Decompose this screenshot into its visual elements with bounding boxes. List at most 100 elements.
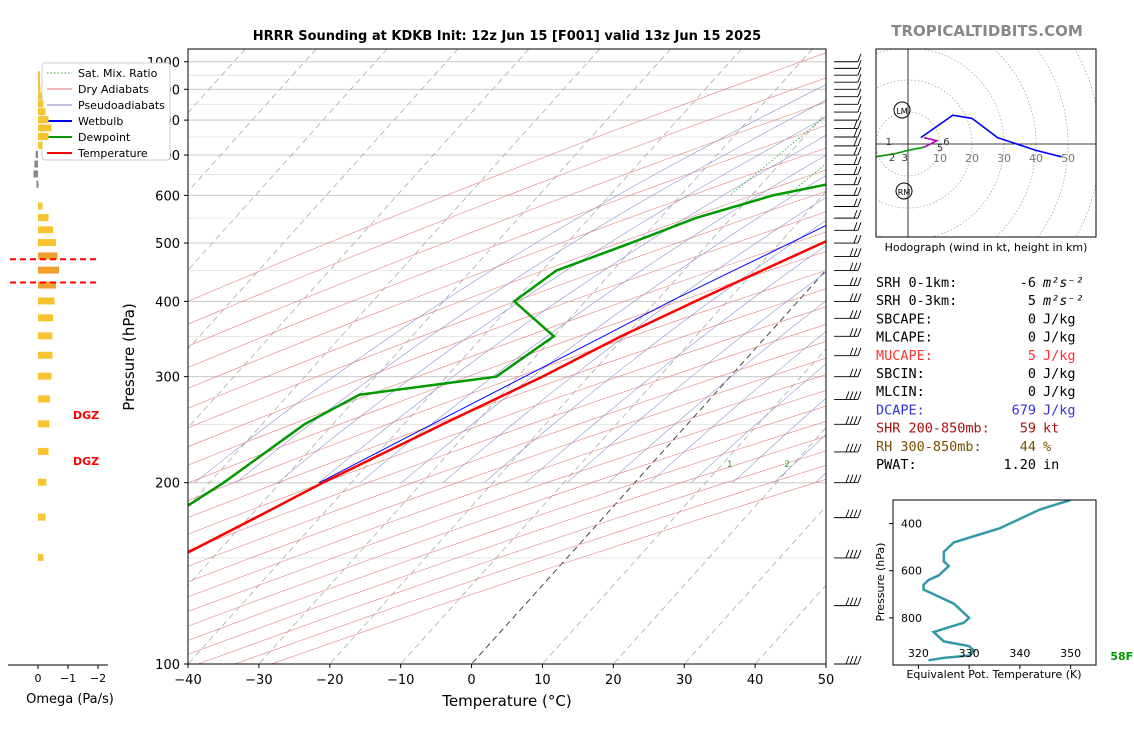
param-value: 44	[1020, 439, 1036, 455]
hodo-height-label: 2	[889, 153, 895, 164]
omega-bar	[38, 71, 40, 79]
x-tick-label: 20	[605, 673, 622, 688]
skewt-plot-area: 1 2 4 6 8 10 13 16 20 24 30 36	[0, 49, 1134, 664]
hodo-frame	[875, 48, 1097, 238]
isotherm-line	[0, 49, 33, 664]
hodo-height-label: 5	[937, 143, 943, 154]
omega-bar	[38, 332, 53, 340]
mixing-ratio-line	[887, 49, 1075, 195]
mixing-ratio-line	[986, 49, 1134, 195]
main-plot-frame	[187, 48, 827, 665]
mixing-ratio-label: 36	[1072, 460, 1084, 470]
mixing-ratio-label: 1	[727, 460, 733, 470]
legend: Sat. Mix. Ratio Dry Adiabats Pseudoadiabat…	[41, 62, 171, 161]
y-tick-label: 500	[155, 237, 180, 252]
dry-adiabat	[197, 450, 826, 664]
param-value: 0	[1028, 366, 1036, 382]
wind-barb	[834, 328, 862, 337]
param-label: PWAT:	[876, 457, 917, 473]
theta-e-line	[922, 500, 1071, 662]
param-unit: m²s⁻²	[1042, 293, 1084, 309]
wind-barb	[834, 655, 862, 665]
omega-bar	[38, 92, 42, 100]
x-tick-label: 10	[534, 673, 551, 688]
temperature-line	[188, 240, 826, 554]
y-axis-label: Pressure (hPa)	[120, 303, 138, 411]
wind-barb	[834, 443, 862, 453]
hodo-ring-label: 50	[1061, 152, 1075, 165]
wind-barb	[834, 73, 862, 83]
legend-label: Dry Adiabats	[78, 83, 149, 96]
theta-e-x-tick-label: 320	[908, 647, 929, 660]
theta-e-x-tick-label: 350	[1060, 647, 1081, 660]
wetbulb-line	[319, 224, 826, 484]
wind-barb	[834, 293, 862, 302]
wind-barb	[834, 146, 862, 156]
wind-barb	[834, 53, 862, 63]
wind-barb	[834, 156, 862, 166]
param-value: 0	[1028, 311, 1036, 327]
wind-barb	[834, 474, 862, 484]
hodo-height-label: 1	[886, 137, 892, 148]
omega-bar	[38, 266, 59, 274]
wind-barb	[834, 509, 862, 519]
param-label: MLCIN:	[876, 384, 925, 400]
hodo-height-label: 3	[902, 153, 908, 164]
mixing-ratio-line	[964, 49, 1134, 195]
theta-e-frame	[892, 499, 1097, 666]
pseudoadiabat	[235, 99, 826, 483]
theta-e-y-label: Pressure (hPa)	[874, 543, 887, 622]
omega-bar	[38, 202, 43, 210]
hodo-trace	[923, 136, 940, 148]
dry-adiabat	[188, 52, 826, 302]
wind-barb	[834, 277, 862, 287]
param-value: 679	[1012, 402, 1036, 418]
mixing-ratio-line	[729, 115, 826, 196]
dry-adiabat	[188, 405, 826, 627]
omega-bar	[38, 420, 50, 428]
hodo-ring-label: 10	[933, 152, 947, 165]
hodo-trace	[876, 146, 925, 158]
pseudoadiabat	[442, 196, 826, 483]
wind-barb	[834, 416, 862, 425]
omega-bar	[38, 252, 58, 260]
wind-barb	[834, 111, 862, 121]
wind-barb	[834, 128, 862, 138]
x-tick-label: 40	[747, 673, 764, 688]
omega-bar	[38, 395, 50, 403]
omega-bar	[34, 160, 38, 168]
dry-adiabat	[188, 211, 826, 448]
y-tick-label: 300	[155, 371, 180, 386]
param-label: RH 300-850mb:	[876, 439, 982, 455]
x-axis-label: Temperature (°C)	[441, 692, 571, 710]
wind-barb	[834, 234, 862, 244]
x-tick-label: 50	[818, 673, 835, 688]
wind-barb	[834, 262, 862, 272]
wind-barb	[834, 222, 862, 231]
omega-bar	[38, 108, 46, 116]
wind-barb	[834, 198, 862, 207]
dry-adiabat	[188, 190, 826, 429]
wind-barb	[834, 103, 862, 113]
omega-bar	[38, 351, 53, 359]
theta-e-y-tick-label: 600	[901, 565, 922, 578]
pseudoadiabat	[857, 62, 1134, 483]
dry-adiabat	[188, 306, 826, 535]
y-tick-label: 600	[155, 189, 180, 204]
wind-barb	[834, 60, 862, 69]
wind-barb	[834, 96, 862, 105]
mixing-ratio-line	[937, 49, 1128, 195]
wind-barb	[834, 67, 862, 76]
wind-barb	[834, 391, 862, 400]
surface-dewpoint-label: 58F	[1110, 650, 1133, 663]
x-tick-label: −20	[316, 673, 343, 688]
dry-adiabat	[188, 270, 826, 501]
isotherm-line	[542, 348, 826, 664]
pseudoadiabat	[277, 116, 826, 483]
param-value: 1.20	[1003, 457, 1036, 473]
theta-e-x-label: Equivalent Pot. Temperature (K)	[906, 668, 1081, 681]
legend-label: Pseudoadiabats	[78, 99, 165, 112]
pseudoadiabat	[815, 472, 826, 483]
mixing-ratio-line	[1030, 49, 1134, 195]
dewpoint-line	[188, 183, 826, 508]
